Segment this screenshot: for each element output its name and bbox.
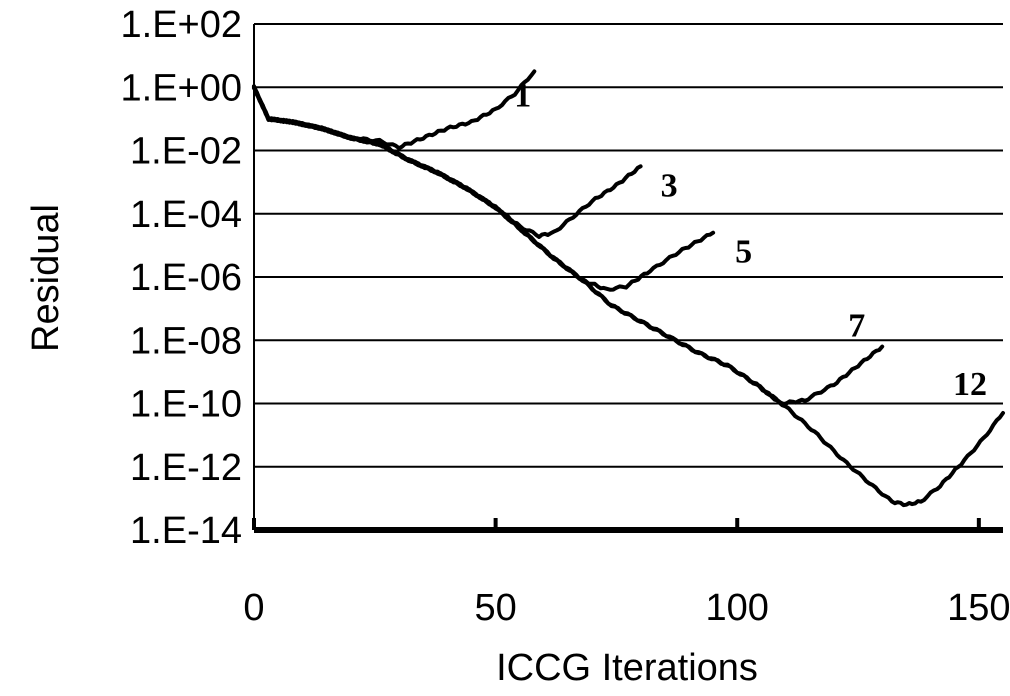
gridlines: [254, 23, 1003, 468]
series-label-3: 3: [661, 167, 678, 204]
series-label-1: 1: [514, 77, 531, 114]
x-tick-labels: 0 50 100 150: [243, 587, 1010, 629]
y-tick-label: 1.E-10: [130, 384, 242, 426]
series-line-1: [252, 69, 537, 151]
y-tick-label: 1.E-06: [130, 257, 242, 299]
x-axis-title: ICCG Iterations: [496, 647, 758, 689]
x-tick-label: 150: [947, 587, 1010, 629]
axes: [252, 24, 1003, 533]
series-line-12: [252, 86, 1005, 508]
y-tick-label: 1.E+02: [121, 4, 243, 46]
series-label-12: 12: [953, 366, 987, 403]
series-label-5: 5: [735, 234, 752, 271]
y-tick-label: 1.E-14: [130, 510, 242, 552]
series-labels: 1 3 5 7 12: [514, 77, 987, 403]
series-label-7: 7: [848, 308, 865, 345]
y-axis-title: Residual: [25, 204, 67, 352]
y-tick-label: 1.E-08: [130, 320, 242, 362]
series-lines: [252, 69, 1005, 508]
x-tick-label: 0: [243, 587, 264, 629]
x-tick-label: 100: [706, 587, 769, 629]
y-tick-label: 1.E-04: [130, 194, 242, 236]
y-tick-labels: 1.E+02 1.E+00 1.E-02 1.E-04 1.E-06 1.E-08 1.E-…: [121, 4, 243, 552]
y-tick-label: 1.E-12: [130, 447, 242, 489]
x-tick-label: 50: [474, 587, 516, 629]
y-tick-label: 1.E+00: [121, 67, 243, 109]
y-tick-label: 1.E-02: [130, 131, 242, 173]
